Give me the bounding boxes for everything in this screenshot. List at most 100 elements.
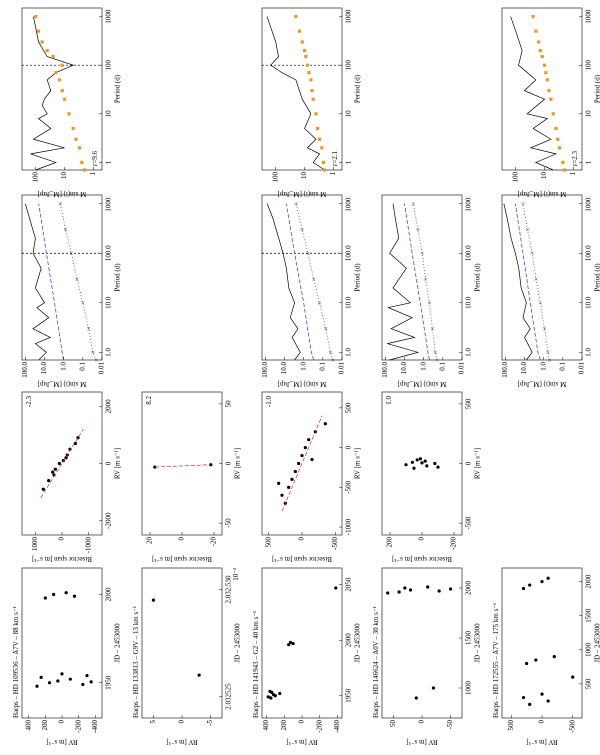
data-point: [571, 675, 575, 679]
data-point: [554, 126, 558, 131]
series-line: [412, 203, 438, 361]
annotation: -1.0: [265, 396, 273, 408]
data-point: [320, 146, 324, 150]
data-point: [277, 481, 281, 485]
y-axis-label: Bisector span [m s⁻¹]: [272, 555, 332, 563]
x-tick-label: 1.0: [585, 347, 593, 356]
data-point: [546, 699, 550, 703]
data-point: [290, 477, 294, 481]
data-point: [540, 580, 544, 584]
y-tick-label: 0.1: [318, 362, 326, 371]
x-tick-label: 1000: [465, 681, 473, 696]
x-tick-label: 0: [465, 461, 473, 465]
data-point: [300, 453, 304, 458]
data-point: [69, 251, 73, 255]
series-line: [40, 428, 84, 499]
data-point: [311, 97, 315, 101]
data-point: [436, 465, 440, 469]
data-point: [410, 460, 414, 464]
x-tick-label: 1: [585, 160, 593, 164]
data-point: [323, 168, 327, 172]
data-point: [521, 695, 526, 700]
data-point: [412, 466, 416, 470]
data-point: [278, 691, 282, 696]
data-point: [334, 586, 338, 590]
y-tick-label: 10.0: [280, 362, 288, 375]
data-point: [331, 358, 335, 362]
x-tick-label: 1000.: [585, 196, 593, 212]
y-tick-label: 0: [298, 720, 306, 724]
data-point: [544, 71, 548, 75]
annotation: r=2.3: [571, 150, 579, 166]
x-tick-label: 500: [585, 678, 593, 689]
data-point: [60, 63, 64, 67]
panel-title: Harps – HD 172555 – A7V – 175 km s⁻¹: [492, 603, 500, 718]
annotation: -2.3: [25, 396, 33, 408]
data-point: [547, 358, 552, 362]
data-point: [312, 277, 316, 281]
axes-frame: [21, 194, 103, 361]
data-point: [528, 702, 532, 706]
data-point: [433, 461, 437, 466]
axes-frame: [261, 7, 343, 171]
x-tick-label: 2050: [345, 577, 353, 592]
x-tick-label: 100.0: [345, 245, 353, 261]
series-line: [387, 203, 420, 361]
data-point: [297, 461, 301, 466]
y-tick-label: 1: [569, 172, 577, 176]
data-point: [430, 327, 435, 331]
series-line: [25, 203, 52, 361]
data-point: [397, 590, 401, 594]
data-point: [64, 591, 68, 595]
data-point: [269, 696, 273, 700]
x-tick-label: 10: [585, 110, 593, 118]
x-tick-label: 100: [585, 59, 593, 70]
data-point: [73, 441, 77, 446]
x-tick-label: 1950: [105, 675, 113, 690]
data-point: [39, 675, 43, 680]
annotation: 8.2: [145, 396, 153, 405]
x-tick-label: 2000: [105, 587, 113, 602]
x-tick-label: 1000.: [465, 196, 473, 212]
y-tick-label: -1000: [84, 537, 92, 554]
data-point: [542, 63, 547, 67]
series-line: [503, 203, 533, 361]
x-tick-label: 10.0: [465, 296, 473, 309]
y-axis-label: M sin(i) [M_Jup]: [278, 190, 327, 198]
annotation: r=2.1: [331, 150, 339, 166]
x-tick-label: 1000.: [345, 196, 353, 212]
y-tick-label: 10: [60, 172, 68, 180]
x-tick-label: 1: [345, 160, 353, 164]
panel: 2.032525 2,032,530 -5 0 5 Harps – HD 133813 –…: [132, 567, 242, 746]
data-point: [306, 251, 310, 255]
x-tick-label: 100: [105, 59, 113, 70]
x-tick-label: 0: [225, 461, 233, 465]
data-point: [435, 358, 439, 362]
x-tick-label: 10: [345, 110, 353, 118]
x-tick-label: 1950: [345, 688, 353, 703]
y-tick-label: 500: [507, 720, 515, 731]
data-point: [76, 436, 80, 440]
y-tick-label: 400: [24, 720, 32, 731]
x-tick-label: 1.0: [345, 347, 353, 356]
data-point: [561, 160, 565, 165]
data-point: [420, 251, 424, 255]
y-tick-label: 0.01: [578, 362, 586, 375]
x-tick-label: 10.0: [105, 296, 113, 309]
data-point: [151, 598, 156, 602]
data-point: [549, 97, 553, 101]
axes-frame: [21, 7, 103, 171]
data-point: [297, 29, 302, 33]
data-point: [81, 682, 85, 687]
data-point: [534, 658, 538, 662]
data-point: [314, 112, 318, 116]
y-tick-label: 20: [146, 537, 154, 545]
data-point: [534, 29, 538, 33]
y-tick-label: 100.0: [21, 362, 29, 378]
x-tick-label: 0: [345, 445, 353, 449]
data-point: [521, 202, 525, 206]
x-tick-label: 100.0: [105, 245, 113, 261]
